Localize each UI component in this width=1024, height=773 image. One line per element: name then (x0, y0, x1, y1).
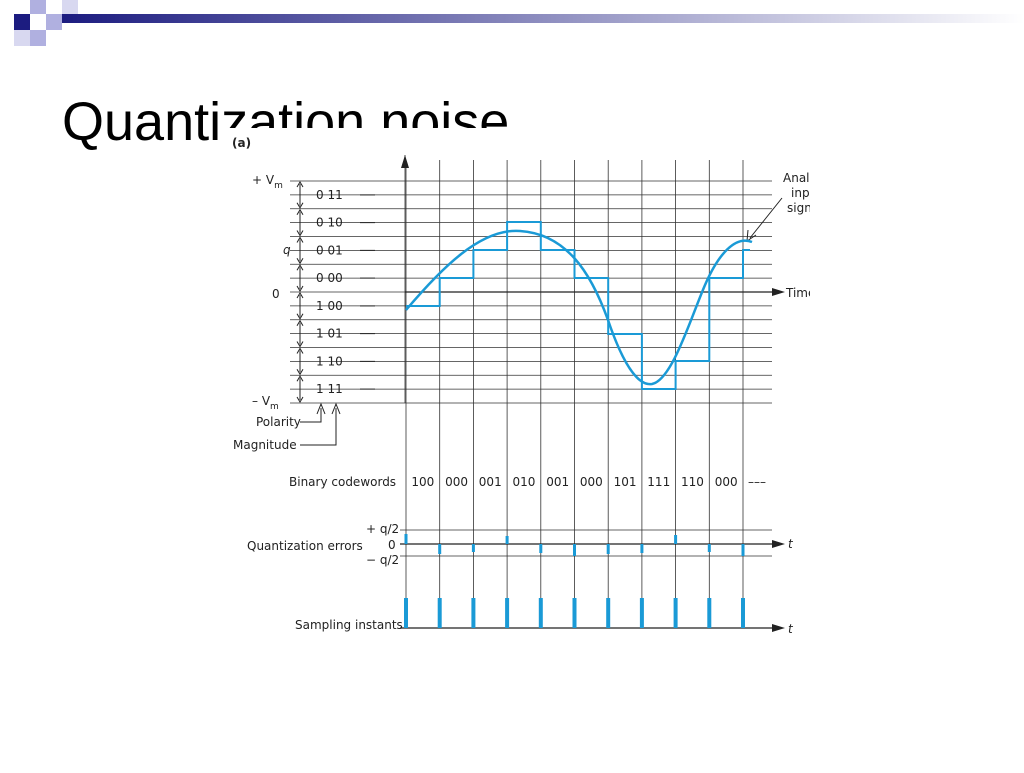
analog-label: signal (787, 201, 823, 215)
level-label: 0 00 (316, 271, 343, 285)
codewords-label: Binary codewords (289, 475, 396, 489)
v-label: + Vm (252, 173, 283, 191)
codeword: 001 (546, 475, 569, 489)
arrow (772, 624, 785, 632)
v-sub: m (270, 402, 279, 412)
sample-pulse (741, 598, 745, 628)
codeword: 000 (580, 475, 603, 489)
error-bar (640, 544, 644, 553)
arrow-head (296, 319, 304, 348)
time-label: Time (785, 286, 815, 300)
magnitude-label: Magnitude (233, 438, 297, 452)
err-zero: 0 (388, 538, 396, 552)
arrow-head (296, 347, 304, 376)
sample-pulse (437, 598, 442, 628)
arrow (772, 288, 785, 296)
sample-pulse (673, 598, 678, 628)
header-decoration (0, 0, 1024, 46)
codeword: ––– (748, 475, 766, 489)
analog-label: Analog (783, 171, 824, 185)
codeword: 010 (512, 475, 535, 489)
level-label: 1 11 (316, 382, 343, 396)
arrow-head (296, 292, 304, 320)
arrow-head (296, 181, 304, 209)
analog-label: input (791, 186, 822, 200)
level-label: 0 11 (316, 188, 343, 202)
sample-pulse (606, 598, 611, 628)
sample-pulse (404, 598, 408, 628)
codeword: 100 (411, 475, 434, 489)
codeword: 111 (647, 475, 670, 489)
sample-pulse (572, 598, 577, 628)
arrow-head (296, 375, 304, 403)
arrow-head (296, 264, 304, 292)
sampling-label: Sampling instants (295, 618, 403, 632)
sample-pulse (639, 598, 644, 628)
error-bar (471, 544, 475, 552)
polarity-label: Polarity (256, 415, 301, 429)
polarity-leader (300, 402, 326, 423)
zero-label: 0 (272, 287, 280, 301)
error-bar (741, 544, 745, 556)
level-label: 0 01 (316, 243, 343, 257)
arrow-head (296, 236, 304, 265)
err-minus: − q/2 (366, 553, 399, 567)
step-label: q (283, 243, 291, 257)
errors-label: Quantization errors (247, 539, 363, 553)
level-label: 1 01 (316, 327, 343, 341)
level-label: 1 00 (316, 299, 343, 313)
v-text: – V (252, 394, 271, 408)
error-bar (438, 544, 442, 554)
sample-pulse (707, 598, 712, 628)
arrow (401, 155, 409, 168)
sample-pulse (505, 598, 510, 628)
codeword: 001 (479, 475, 502, 489)
arrow (772, 540, 785, 548)
t-label: t (788, 537, 794, 551)
level-label: 0 10 (316, 216, 343, 230)
level-label: 1 10 (316, 354, 343, 368)
panel-label: (a) (232, 136, 251, 150)
codeword: 000 (715, 475, 738, 489)
error-bar (573, 544, 576, 556)
error-bar (707, 544, 711, 552)
sample-pulse (471, 598, 476, 628)
v-label: – Vm (252, 394, 279, 412)
codeword: 101 (614, 475, 637, 489)
error-bar (674, 535, 678, 544)
error-bar (505, 536, 509, 544)
error-bar (606, 544, 610, 554)
t-label: t (788, 622, 794, 636)
arrow-head (296, 208, 304, 237)
figure: Time (a) 0 11 0 10 0 01 0 00 1 00 1 01 1 10 1 11 +… (220, 128, 824, 648)
error-bar (539, 544, 543, 553)
v-sub: m (274, 181, 283, 191)
quantized-signal (406, 221, 750, 390)
err-plus: + q/2 (366, 522, 399, 536)
sample-pulse (538, 598, 543, 628)
analog-signal (405, 229, 753, 386)
codeword: 110 (681, 475, 704, 489)
v-text: + V (252, 173, 275, 187)
error-bar (404, 534, 408, 544)
codeword: 000 (445, 475, 468, 489)
magnitude-leader (300, 402, 341, 446)
